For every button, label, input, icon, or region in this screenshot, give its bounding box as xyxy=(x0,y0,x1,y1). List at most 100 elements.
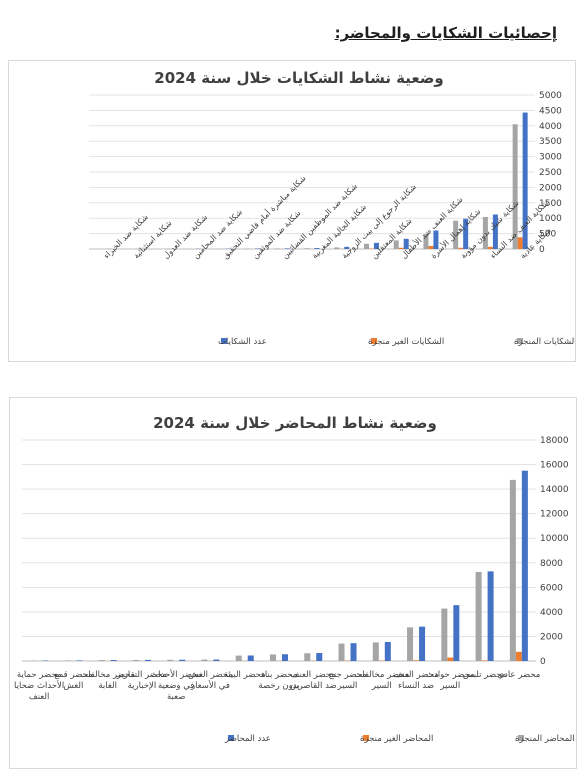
bar-total xyxy=(522,112,528,249)
category-label: محضر التقارير الإخبارية xyxy=(116,670,167,691)
bar-done xyxy=(98,660,105,661)
y-tick-label: 18000 xyxy=(540,436,569,446)
complaints-chart: وضعية نشاط الشكايات خلال سنة 2024 0 500 100… xyxy=(89,69,575,347)
bar-done xyxy=(453,220,459,249)
category-label: محضر تلبس xyxy=(463,670,506,680)
bar-done xyxy=(201,659,208,661)
reports-chart-panel: وضعية نشاط المحاضر خلال سنة 2024 0 2000 400… xyxy=(9,397,577,769)
bar-total xyxy=(282,654,288,661)
bar-pending xyxy=(517,237,523,249)
legend-label: عدد المحاضر xyxy=(224,734,271,744)
bar-pending xyxy=(398,247,404,249)
bar-done xyxy=(393,240,399,249)
category-label: محضر حوادث السير xyxy=(426,670,475,691)
bar-total xyxy=(344,246,350,249)
bar-total xyxy=(316,653,323,661)
y-tick-label: 6000 xyxy=(540,583,563,593)
bar-total xyxy=(373,242,379,249)
category-label: شكاية الجالية المغربية xyxy=(310,202,368,260)
bar-done xyxy=(423,234,429,249)
category-label: محضر جنح السير xyxy=(328,670,366,691)
y-tick-label: 2500 xyxy=(539,168,562,178)
y-tick-label: 500 xyxy=(539,230,556,240)
bar-total xyxy=(403,238,409,249)
legend-label: المحاضر المنجزة xyxy=(515,734,575,744)
bar-done xyxy=(304,653,311,661)
bar-total xyxy=(179,659,186,661)
category-label: محضر حماية الأحداث ضحايا العنف xyxy=(14,670,64,702)
y-tick-label: 1500 xyxy=(539,199,562,209)
category-label: محضر مخالفات الغابة xyxy=(80,670,135,691)
legend-label: الشكايات المنجزة xyxy=(514,337,575,347)
bar-total xyxy=(247,655,254,661)
legend-swatch xyxy=(518,735,524,741)
y-tick-label: 4000 xyxy=(540,608,563,618)
complaints-chart-panel: وضعية نشاط الشكايات خلال سنة 2024 0 500 100… xyxy=(8,60,576,362)
bar-done xyxy=(235,655,242,661)
y-tick-label: 16000 xyxy=(540,461,569,471)
y-tick-label: 8000 xyxy=(540,559,563,569)
legend-label: عدد الشكايات xyxy=(218,337,267,347)
legend-swatch xyxy=(363,735,369,741)
bar-total xyxy=(284,248,290,249)
category-label: محضر مخالفات السير xyxy=(354,670,409,691)
bar-pending xyxy=(515,651,522,661)
bar-pending xyxy=(487,246,493,249)
y-tick-label: 2000 xyxy=(540,632,563,642)
y-tick-label: 2000 xyxy=(539,183,562,193)
category-label: محضر عادي xyxy=(497,670,540,680)
bar-done xyxy=(304,248,310,249)
bar-total xyxy=(463,218,469,249)
y-tick-label: 10000 xyxy=(540,534,569,544)
bar-pending xyxy=(481,660,488,661)
bar-total xyxy=(110,660,117,661)
category-label: محضر بناء بدون رخصة xyxy=(258,670,299,691)
category-label: محضر الغش في الأسعار xyxy=(188,670,233,691)
y-tick-label: 3500 xyxy=(539,137,562,147)
y-tick-label: 4500 xyxy=(539,106,562,116)
bar-done xyxy=(334,247,340,249)
chart-title: وضعية نشاط الشكايات خلال سنة 2024 xyxy=(154,69,443,87)
y-tick-label: 12000 xyxy=(540,510,569,520)
y-tick-label: 1000 xyxy=(539,214,562,224)
bar-total xyxy=(76,660,83,661)
bar-total xyxy=(521,470,528,661)
bar-done xyxy=(132,659,139,661)
category-label: محضر العنف ضد النساء xyxy=(393,670,438,691)
y-tick-label: 0 xyxy=(540,657,546,667)
legend-swatch xyxy=(371,338,377,344)
bar-pending xyxy=(447,657,454,661)
legend-swatch xyxy=(517,338,523,344)
y-tick-label: 3000 xyxy=(539,153,562,163)
category-label: محضر العنف ضد القاصرين xyxy=(290,670,337,691)
bar-total xyxy=(419,626,426,661)
bar-done xyxy=(407,627,414,661)
category-label: محضر قمع الغش xyxy=(54,670,92,691)
page-heading: إحصائيات الشكايات والمحاضر: xyxy=(334,24,557,42)
bar-pending xyxy=(428,245,434,249)
bar-done xyxy=(363,243,369,249)
bar-total xyxy=(492,214,498,249)
category-label: محضر البيئة xyxy=(224,670,266,680)
bar-pending xyxy=(413,660,420,661)
bar-done xyxy=(338,643,345,661)
bar-done xyxy=(274,248,280,249)
bar-total xyxy=(384,641,391,661)
bar-done xyxy=(482,216,488,249)
bar-done xyxy=(270,654,276,661)
bar-done xyxy=(509,479,516,661)
legend-label: الشكايات الغير منجزة xyxy=(368,337,444,347)
legend-swatch xyxy=(221,338,227,344)
bar-total xyxy=(213,659,220,661)
bar-total xyxy=(453,605,460,661)
y-tick-label: 14000 xyxy=(540,485,569,495)
bar-done xyxy=(167,659,174,661)
bar-total xyxy=(144,659,151,661)
category-label: محضر الأحداث في وضعية صعبة xyxy=(150,669,202,702)
bar-pending xyxy=(458,247,464,249)
y-tick-label: 5000 xyxy=(539,91,562,101)
y-tick-label: 0 xyxy=(539,245,545,255)
bar-done xyxy=(441,608,448,661)
legend-swatch xyxy=(228,735,234,741)
reports-chart: وضعية نشاط المحاضر خلال سنة 2024 0 2000 400… xyxy=(14,414,575,744)
